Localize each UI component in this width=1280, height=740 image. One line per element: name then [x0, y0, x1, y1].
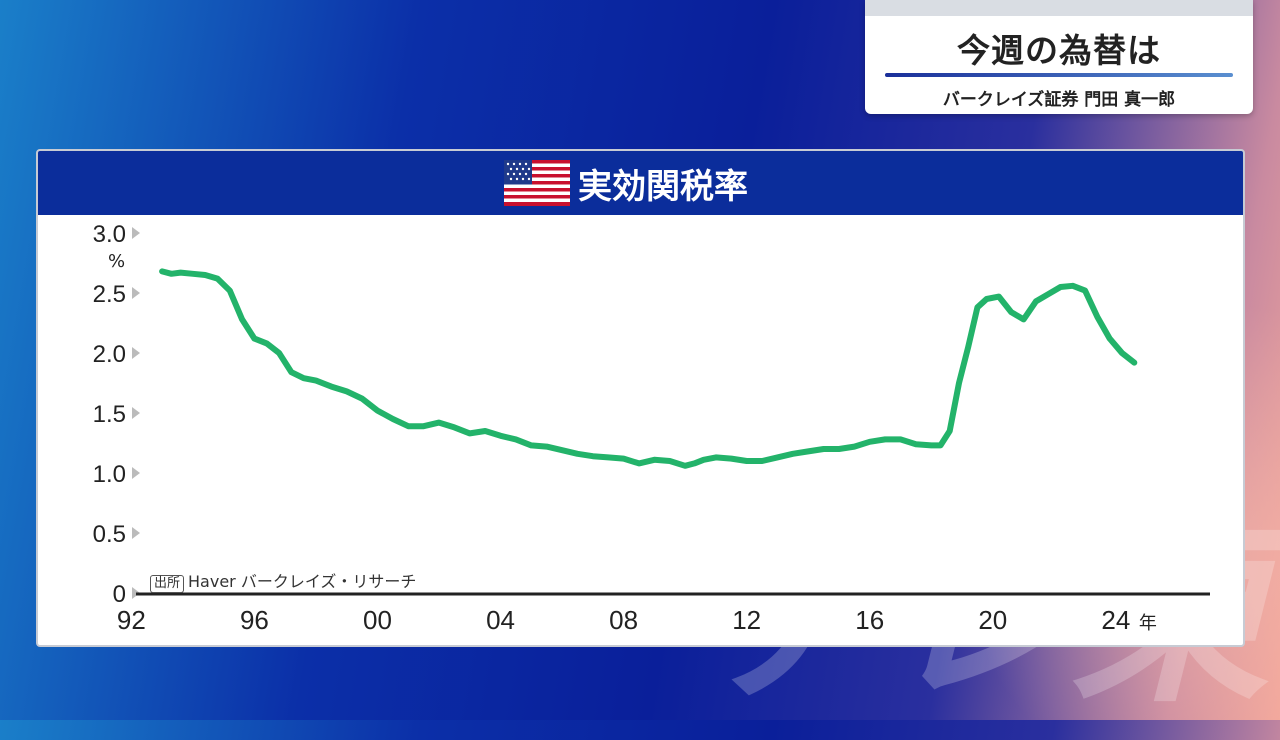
chart-plot: 00.51.01.52.02.53.0 92 96 00 04 08 12 16 20 24 年 … — [93, 221, 1210, 635]
x-axis-unit: 年 — [1139, 613, 1157, 634]
topic-title: 今週の為替は — [957, 31, 1161, 70]
source-text: Haver バークレイズ・リサーチ — [188, 572, 417, 591]
chart-panel: 実効関税率 0 0.5 1.0 1.5 2.0 2.5 3.0 92 96 00 04 08 12 16… — [36, 149, 1245, 647]
y-tick-marker — [132, 347, 140, 359]
x-tick-label: 92 — [117, 605, 146, 635]
source-badge: 出所 — [150, 575, 185, 593]
x-tick-label: 16 — [855, 605, 884, 635]
y-tick-marker — [132, 467, 140, 479]
x-tick-label: 24 — [1101, 605, 1130, 635]
y-tick-label: 1.5 — [93, 401, 126, 428]
topic-subtitle: バークレイズ証券 門田 真一郎 — [942, 90, 1176, 110]
y-tick-label: 0 — [113, 581, 126, 608]
x-tick-label: 20 — [978, 605, 1007, 635]
x-tick-label: 96 — [240, 605, 269, 635]
source-note: 出所 Haver バークレイズ・リサーチ — [150, 568, 416, 593]
y-tick-marker — [132, 527, 140, 539]
y-tick-marker — [132, 227, 140, 239]
y-tick-label: 1.0 — [93, 461, 126, 488]
y-tick-label: 2.5 — [93, 281, 126, 308]
topic-divider — [885, 73, 1233, 77]
chart-header: 実効関税率 — [38, 151, 1243, 215]
y-tick-label: 2.0 — [93, 341, 126, 368]
series-line — [159, 268, 1138, 469]
x-tick-label: 00 — [363, 605, 392, 635]
us-flag-icon — [504, 160, 570, 206]
topic-strip — [865, 0, 1253, 16]
x-tick-label: 12 — [732, 605, 761, 635]
topic-box: 今週の為替は バークレイズ証券 門田 真一郎 — [865, 0, 1253, 114]
y-tick-label: 3.0 — [93, 221, 126, 248]
x-tick-label: 08 — [609, 605, 638, 635]
y-tick-marker — [132, 407, 140, 419]
chart-title: 実効関税率 — [578, 167, 748, 207]
y-axis-unit: % — [108, 251, 125, 272]
y-tick-marker — [132, 287, 140, 299]
x-tick-label: 04 — [486, 605, 515, 635]
y-tick-label: 0.5 — [93, 521, 126, 548]
